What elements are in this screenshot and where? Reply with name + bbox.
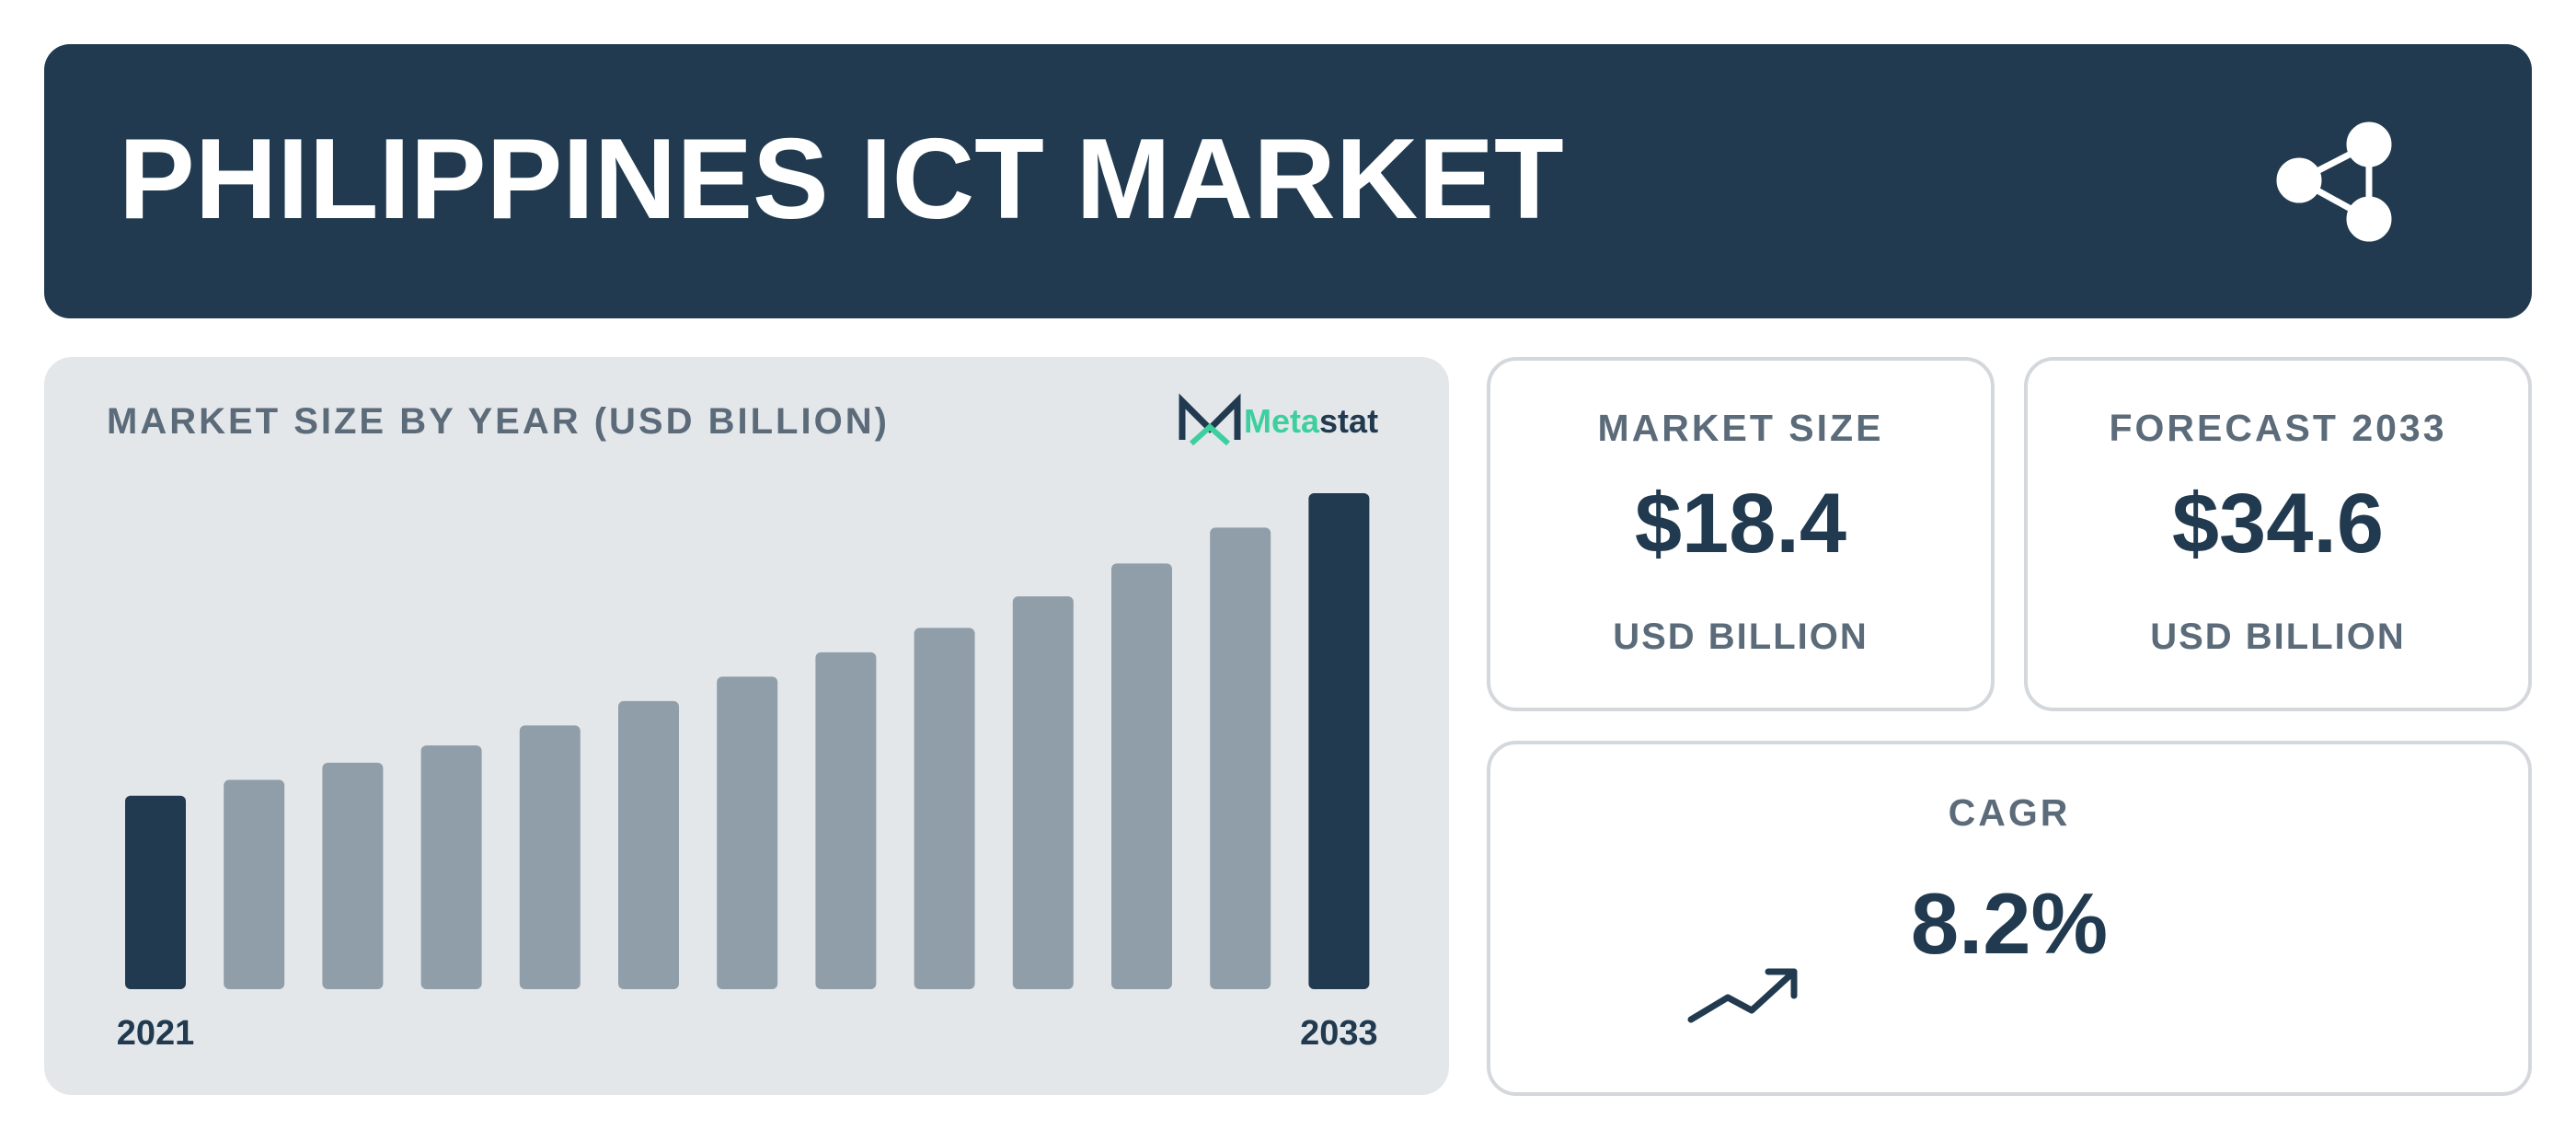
bar <box>1308 493 1370 989</box>
logo: Metastat <box>1179 393 1378 446</box>
bar <box>420 745 482 989</box>
logo-text: Metastat <box>1244 402 1378 440</box>
x-tick-label: 2033 <box>1300 1014 1378 1053</box>
card-unit: USD BILLION <box>1613 617 1869 657</box>
bar <box>519 725 581 989</box>
bar <box>125 795 186 989</box>
bar <box>815 651 877 989</box>
bar <box>914 628 975 989</box>
logo-part: stat <box>1319 402 1378 440</box>
page-title: PHILIPPINES ICT MARKET <box>119 116 1564 243</box>
bar-chart: 2021 2033 <box>117 493 1378 1053</box>
bar <box>322 762 384 989</box>
cagr-label: CAGR <box>1949 791 2071 834</box>
chart-title: MARKET SIZE BY YEAR (USD BILLION) <box>107 401 890 442</box>
card-value: $34.6 <box>2172 477 2384 570</box>
card-label: FORECAST 2033 <box>2109 407 2446 449</box>
card-unit: USD BILLION <box>2150 617 2406 657</box>
card <box>1487 357 1995 711</box>
card-label: MARKET SIZE <box>1598 407 1884 449</box>
header-bar <box>44 44 2532 318</box>
card-value: $18.4 <box>1635 477 1846 570</box>
share-icon[interactable] <box>2276 121 2392 242</box>
x-tick-label: 2021 <box>117 1014 195 1053</box>
bar <box>224 779 285 989</box>
bar <box>618 700 679 989</box>
trend-icon <box>1687 968 1798 1023</box>
card <box>2024 357 2532 711</box>
bar <box>1210 527 1271 989</box>
logo-part: Meta <box>1244 402 1320 440</box>
bar <box>717 676 778 989</box>
bar <box>1012 596 1074 989</box>
bar <box>1111 563 1172 989</box>
cagr-value: 8.2% <box>1911 875 2108 972</box>
